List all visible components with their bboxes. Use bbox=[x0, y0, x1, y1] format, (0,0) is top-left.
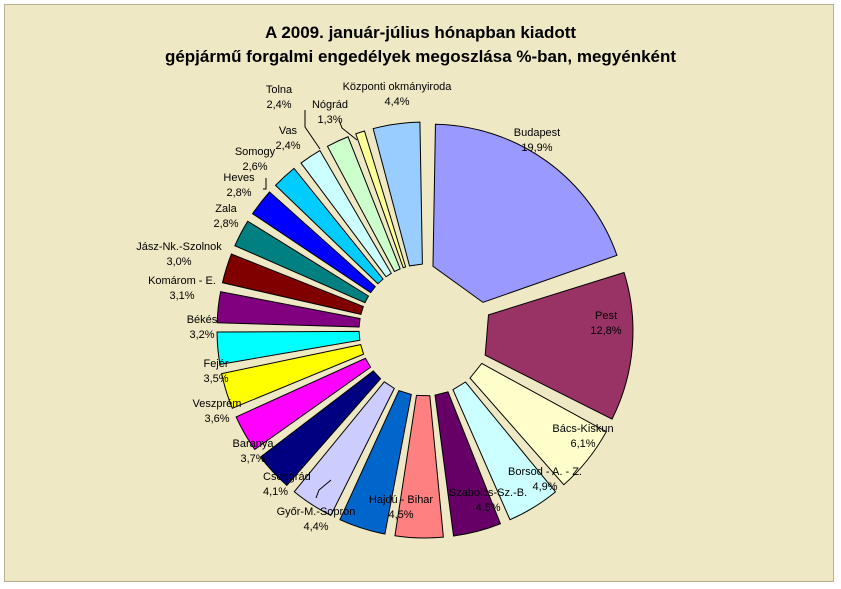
slice-name: Veszprém bbox=[193, 398, 242, 410]
pie-slice-csongr-d bbox=[293, 381, 395, 517]
slice-name: Bács-Kiskun bbox=[552, 423, 613, 435]
pie-slice-kom-rom-e- bbox=[216, 291, 361, 328]
slice-value: 6,1% bbox=[570, 438, 595, 450]
data-label-kom-rom-e-: Komárom - E. 3,1% bbox=[148, 275, 216, 302]
slice-name: Vas bbox=[279, 125, 298, 137]
pie-slice-szabolcs-sz-b- bbox=[434, 391, 502, 537]
slice-name: Somogy bbox=[235, 146, 276, 158]
pie-slice-pest bbox=[484, 271, 634, 420]
slice-value: 19,9% bbox=[521, 142, 552, 154]
pie-slice-veszpr-m bbox=[235, 357, 372, 451]
data-label-gy-r-m-sopron: Győr-M.-Sopron 4,4% bbox=[277, 506, 356, 533]
pie-slice-borsod-a-z- bbox=[452, 381, 557, 521]
pie-slice-budapest bbox=[432, 123, 618, 303]
data-label-budapest: Budapest 19,9% bbox=[514, 127, 560, 154]
pie-slice-j-sz-nk-szolnok bbox=[221, 253, 364, 315]
slice-name: Zala bbox=[215, 203, 237, 215]
slice-value: 12,8% bbox=[590, 325, 621, 337]
slice-value: 4,5% bbox=[475, 502, 500, 514]
pie-slice-hajd-bihar bbox=[394, 394, 444, 539]
pie-slice-k-zponti-okm-nyiroda bbox=[372, 121, 423, 267]
slice-value: 3,1% bbox=[169, 290, 194, 302]
pie-slice-heves bbox=[251, 191, 376, 294]
pie-slice-fej-r bbox=[221, 343, 365, 409]
slice-value: 2,4% bbox=[275, 140, 300, 152]
data-label-j-sz-nk-szolnok: Jász-Nk.-Szolnok 3,0% bbox=[136, 241, 222, 268]
slice-name: Hajdú - Bihar bbox=[369, 494, 434, 506]
slice-name: Pest bbox=[595, 310, 617, 322]
slice-value: 3,2% bbox=[189, 329, 214, 341]
data-label-csongr-d: Csongrád 4,1% bbox=[263, 471, 311, 498]
slice-value: 4,1% bbox=[263, 486, 288, 498]
pie-slice-baranya bbox=[259, 370, 382, 487]
data-label-pest: Pest 12,8% bbox=[590, 310, 621, 337]
slice-name: Fejér bbox=[203, 358, 228, 370]
data-label-heves: Heves 2,8% bbox=[223, 172, 255, 199]
slice-value: 1,3% bbox=[317, 114, 342, 126]
data-label-b-cs-kiskun: Bács-Kiskun 6,1% bbox=[552, 423, 613, 450]
data-label-hajd-bihar: Hajdú - Bihar 4,5% bbox=[369, 494, 434, 521]
chart-title-line-1: A 2009. január-július hónapban kiadott bbox=[264, 23, 577, 42]
slice-name: Központi okmányiroda bbox=[343, 81, 453, 93]
pie-slice-b-cs-kiskun bbox=[469, 362, 607, 486]
slice-name: Szabolcs-Sz.-B. bbox=[449, 487, 527, 499]
slice-value: 4,4% bbox=[303, 521, 328, 533]
slice-name: Csongrád bbox=[263, 471, 311, 483]
leader-line-n-gr-d bbox=[338, 119, 358, 141]
leader-line-tolna bbox=[304, 110, 321, 150]
pie-slice-b-k-s bbox=[216, 330, 361, 365]
chart-title-line-2: gépjármű forgalmi engedélyek megoszlása … bbox=[164, 47, 677, 66]
slice-value: 3,7% bbox=[240, 453, 265, 465]
slice-name: Budapest bbox=[514, 127, 560, 139]
chart-title: A 2009. január-július hónapban kiadott g… bbox=[0, 21, 841, 69]
slice-name: Borsod - A. - Z. bbox=[508, 466, 582, 478]
pie-slice-vas bbox=[300, 149, 392, 278]
slice-name: Tolna bbox=[266, 84, 293, 96]
slice-value: 4,5% bbox=[388, 509, 413, 521]
pie-slice-tolna bbox=[326, 136, 401, 273]
slice-name: Békés bbox=[187, 314, 218, 326]
slice-name: Baranya bbox=[233, 438, 275, 450]
slice-value: 3,6% bbox=[204, 413, 229, 425]
data-label-zala: Zala 2,8% bbox=[213, 203, 238, 230]
slice-value: 2,8% bbox=[213, 218, 238, 230]
data-label-k-zponti-okm-nyiroda: Központi okmányiroda 4,4% bbox=[343, 81, 453, 108]
data-label-b-k-s: Békés 3,2% bbox=[187, 314, 218, 341]
data-label-fej-r: Fejér 3,5% bbox=[203, 358, 228, 385]
data-label-vas: Vas 2,4% bbox=[275, 125, 300, 152]
pie-slice-gy-r-m-sopron bbox=[339, 389, 412, 535]
pie-slice-n-gr-d bbox=[355, 130, 407, 269]
slice-name: Heves bbox=[223, 172, 255, 184]
slice-name: Győr-M.-Sopron bbox=[277, 506, 356, 518]
slice-value: 2,8% bbox=[226, 187, 251, 199]
slice-value: 3,0% bbox=[166, 256, 191, 268]
slice-value: 2,6% bbox=[242, 161, 267, 173]
slice-name: Nógrád bbox=[312, 99, 348, 111]
slice-name: Jász-Nk.-Szolnok bbox=[136, 241, 222, 253]
data-label-baranya: Baranya 3,7% bbox=[233, 438, 275, 465]
slice-value: 2,4% bbox=[266, 99, 291, 111]
leader-line-csongr-d bbox=[315, 479, 332, 499]
data-label-borsod-a-z-: Borsod - A. - Z. 4,9% bbox=[508, 466, 582, 493]
data-label-n-gr-d: Nógrád 1,3% bbox=[312, 99, 348, 126]
data-label-somogy: Somogy 2,6% bbox=[235, 146, 276, 173]
leader-line-heves bbox=[263, 178, 267, 190]
data-label-szabolcs-sz-b-: Szabolcs-Sz.-B. 4,5% bbox=[449, 487, 527, 514]
pie-slice-zala bbox=[234, 220, 370, 304]
slice-value: 3,5% bbox=[203, 373, 228, 385]
slice-value: 4,9% bbox=[532, 481, 557, 493]
slice-value: 4,4% bbox=[384, 96, 409, 108]
pie-slice-somogy bbox=[274, 167, 384, 285]
slice-name: Komárom - E. bbox=[148, 275, 216, 287]
data-label-veszpr-m: Veszprém 3,6% bbox=[193, 398, 242, 425]
data-label-tolna: Tolna 2,4% bbox=[266, 84, 293, 111]
